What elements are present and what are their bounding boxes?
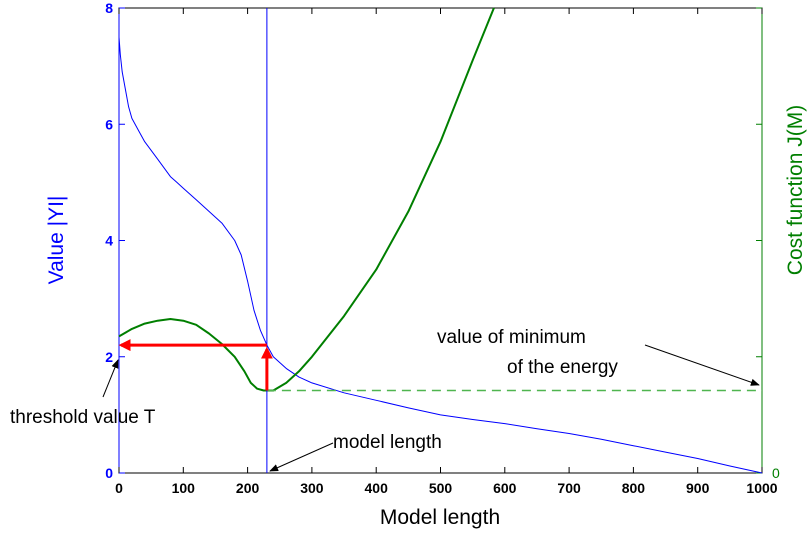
y-tick-label: 6: [105, 116, 113, 132]
x-tick-label: 700: [557, 480, 581, 496]
annotation-minimum-line2: of the energy: [507, 357, 618, 378]
x-tick-label: 900: [686, 480, 710, 496]
y-axis-label: Value |YI|: [45, 196, 68, 285]
y-tick-label: 2: [105, 349, 113, 365]
annotation-threshold-value: threshold value T: [10, 407, 156, 428]
series-line-0: [118, 37, 763, 474]
y-tick-label: 0: [105, 465, 113, 481]
y-tick-label: 8: [105, 0, 113, 16]
annotation-model-length: model length: [333, 432, 442, 453]
y2-axis-label: Cost function J(M): [784, 105, 807, 275]
x-tick-label: 800: [622, 480, 646, 496]
y-tick-label: 4: [105, 233, 113, 249]
annotation-arrow-model-length: [269, 442, 334, 472]
x-tick-label: 500: [429, 480, 453, 496]
x-tick-label: 400: [365, 480, 389, 496]
x-tick-label: 300: [300, 480, 324, 496]
x-axis-label: Model length: [380, 506, 500, 529]
x-tick-label: 1000: [746, 480, 777, 496]
annotation-arrow-threshold: [102, 359, 119, 398]
annotation-arrow-minimum: [644, 344, 760, 386]
annotation-minimum-line1: value of minimum: [437, 327, 586, 348]
y2-zero-tick-label: 0: [772, 465, 780, 481]
plot-area: [118, 7, 763, 474]
x-tick-label: 200: [236, 480, 260, 496]
x-tick-label: 0: [115, 480, 123, 496]
x-tick-label: 600: [493, 480, 517, 496]
red-arrows: [118, 339, 273, 391]
x-tick-label: 100: [172, 480, 196, 496]
series-line-1: [118, 7, 495, 392]
series-lines: [118, 7, 763, 474]
